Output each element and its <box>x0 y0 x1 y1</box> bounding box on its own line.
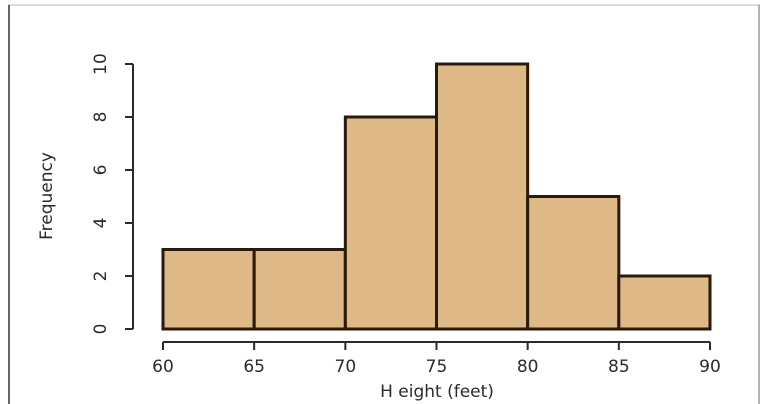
y-tick-label: 8 <box>91 112 111 123</box>
histogram-bar <box>161 248 256 331</box>
histogram-bar <box>343 115 439 331</box>
histogram-bar <box>526 195 621 331</box>
y-tick-label: 4 <box>91 218 111 229</box>
histogram-bar <box>435 62 530 331</box>
y-tick-label: 6 <box>91 165 111 176</box>
x-tick-label: 90 <box>699 357 721 377</box>
x-tick-label: 85 <box>608 357 630 377</box>
x-tick-label: 65 <box>243 357 265 377</box>
x-tick-label: 70 <box>335 357 357 377</box>
y-tick-label: 2 <box>91 271 111 282</box>
histogram-bar <box>252 248 347 331</box>
y-tick-label: 0 <box>91 324 111 335</box>
x-tick-label: 75 <box>426 357 448 377</box>
y-axis: 0 2 4 6 8 10 <box>91 53 134 335</box>
y-tick-label: 10 <box>91 53 111 75</box>
histogram-bar <box>617 274 712 331</box>
x-axis-title: H eight (feet) <box>380 382 494 402</box>
bars-group <box>161 62 712 331</box>
x-tick-label: 60 <box>152 357 174 377</box>
x-tick-label: 80 <box>517 357 539 377</box>
x-axis: 60 65 70 75 80 85 90 <box>152 341 721 377</box>
y-axis-title: Frequency <box>37 152 57 240</box>
